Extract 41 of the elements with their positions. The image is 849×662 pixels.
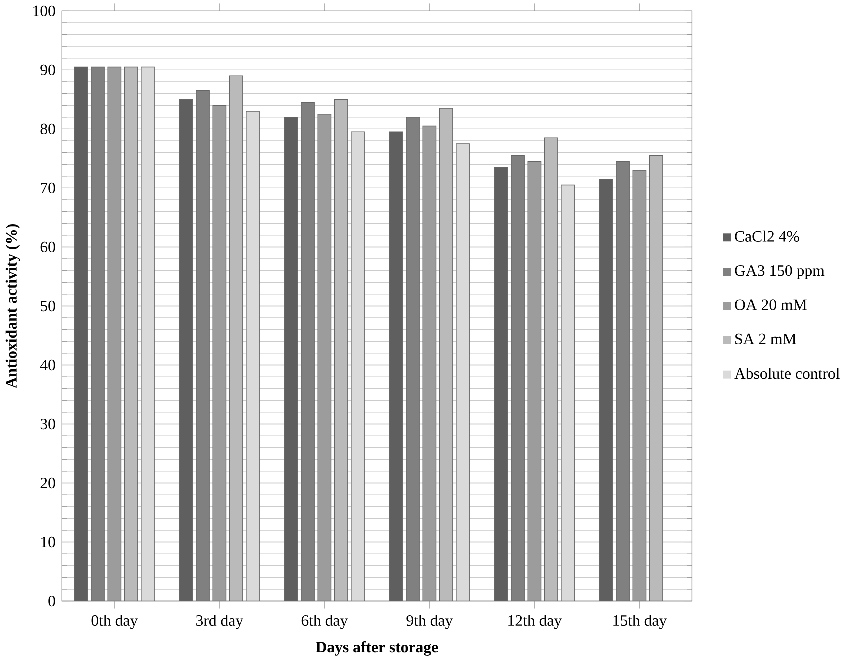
x-axis-title: Days after storage (316, 641, 438, 656)
bar (141, 66, 155, 602)
y-axis-title: Antioxidant activity (%) (6, 224, 20, 389)
legend-label: SA 2 mM (736, 334, 796, 345)
x-tick-label: 15th day (614, 615, 668, 630)
bar (91, 66, 105, 602)
x-tick-label: 9th day (406, 615, 454, 630)
y-tick-label: 50 (41, 300, 56, 312)
y-tick-label: 60 (40, 242, 56, 253)
bar (511, 155, 525, 602)
bar (439, 108, 454, 602)
y-tick-label: 70 (41, 182, 56, 194)
y-tick-label: 40 (40, 360, 56, 371)
legend-label: OA 20 mM (735, 300, 807, 310)
bar (561, 184, 575, 602)
bar (246, 111, 260, 602)
bar (301, 102, 315, 602)
x-tick-label: 0th day (92, 615, 138, 630)
bar (649, 155, 664, 602)
legend-label: Absolute control (734, 368, 840, 380)
bar (229, 76, 244, 602)
legend-label: GA3 150 ppm (735, 266, 825, 280)
bar (616, 161, 630, 602)
bar (456, 144, 470, 602)
legend-label: CaCl2 4% (735, 230, 800, 242)
bar (406, 117, 420, 602)
bar (124, 66, 138, 602)
y-tick-label: 20 (40, 478, 56, 489)
x-tick-label: 6th day (302, 615, 348, 630)
bar (351, 132, 365, 602)
y-tick-label: 0 (48, 596, 56, 607)
y-tick-label: 80 (40, 124, 56, 135)
bar (334, 99, 348, 602)
x-tick-label: 3rd day (196, 615, 244, 630)
x-tick-label: 12th day (508, 615, 562, 630)
y-tick-label: 100 (34, 6, 56, 17)
y-tick-label: 30 (40, 418, 56, 430)
y-tick-label: 90 (40, 64, 56, 76)
bar (196, 90, 210, 602)
bar (544, 138, 558, 602)
y-tick-label: 10 (42, 537, 56, 548)
